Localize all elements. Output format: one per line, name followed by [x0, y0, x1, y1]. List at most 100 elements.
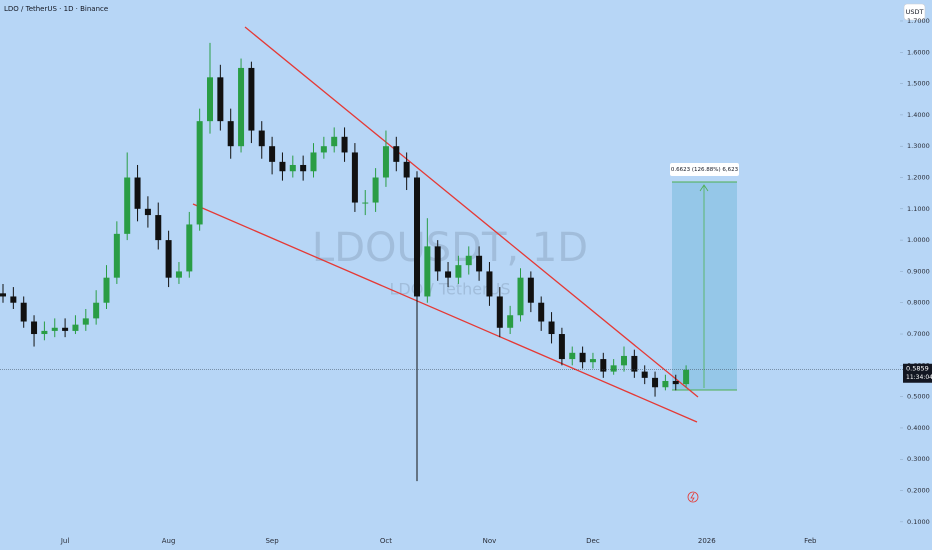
candle-body: [207, 77, 213, 122]
candle-body: [414, 177, 420, 297]
candle-body: [507, 315, 514, 328]
currency-label[interactable]: USDT: [906, 8, 924, 16]
candle-body: [486, 271, 493, 297]
candle-body: [662, 380, 669, 388]
candle-body: [382, 146, 389, 178]
y-tick-label: 0.2000: [907, 487, 930, 495]
candle-body: [300, 164, 307, 172]
candle-body: [238, 67, 245, 147]
candle-body: [517, 277, 524, 316]
candle-body: [289, 164, 296, 172]
candle-body: [258, 130, 265, 147]
candle-body: [320, 146, 327, 153]
candle-body: [10, 296, 17, 303]
candle-body: [579, 352, 586, 363]
axes: 0.10000.20000.30000.40000.50000.60000.70…: [0, 17, 932, 545]
candle-body: [269, 146, 276, 162]
measure-label: 0.6623 (126.88%) 6,623: [671, 167, 739, 173]
candle-body: [465, 255, 472, 266]
price-tag: [903, 363, 932, 383]
candle-body: [175, 271, 182, 278]
candles: [0, 42, 690, 482]
y-tick-label: 0.5000: [907, 393, 930, 401]
candle-body: [134, 177, 141, 209]
y-tick-label: 0.4000: [907, 424, 930, 432]
x-tick-label: Dec: [586, 537, 600, 545]
candle-body: [527, 277, 534, 303]
x-tick-label: Aug: [162, 537, 176, 545]
measure-arrowhead: [699, 184, 709, 192]
candle-body: [248, 67, 255, 131]
candle-body: [569, 352, 576, 360]
candle-body: [600, 359, 607, 372]
candle-body: [434, 246, 441, 272]
candle-body: [0, 293, 6, 297]
candle-body: [476, 255, 483, 272]
event-icon[interactable]: [687, 491, 699, 503]
candle-body: [455, 265, 462, 278]
candle-body: [652, 377, 659, 388]
x-tick-label: Sep: [265, 537, 279, 545]
candle-body: [341, 136, 348, 153]
x-tick-label: Jul: [60, 537, 70, 545]
y-tick-label: 1.0000: [907, 236, 930, 244]
y-tick-label: 1.4000: [907, 111, 930, 119]
candle-body: [393, 146, 400, 162]
lower-trendline: [192, 203, 698, 423]
watermark: LDOUSDT, 1D LDO / TetherUS: [312, 225, 588, 299]
candle-body: [82, 318, 89, 325]
candle-body: [310, 152, 317, 172]
candle-body: [62, 327, 69, 331]
chart-title: LDO / TetherUS · 1D · Binance: [4, 5, 108, 13]
y-tick-label: 0.3000: [907, 455, 930, 463]
y-tick-label: 0.9000: [907, 267, 930, 275]
candle-body: [610, 365, 617, 372]
x-tick-label: 2026: [698, 537, 716, 545]
candle-body: [72, 324, 79, 331]
candle-body: [631, 355, 638, 372]
y-tick-label: 1.1000: [907, 205, 930, 213]
candle-body: [113, 233, 120, 278]
candle-body: [41, 330, 48, 335]
candle-body: [351, 152, 358, 203]
candle-body: [558, 334, 565, 360]
candle-body: [144, 208, 151, 216]
candle-body: [186, 224, 193, 272]
candle-body: [155, 215, 162, 241]
candle-body: [445, 271, 452, 278]
candle-body: [103, 277, 110, 303]
y-tick-label: 0.8000: [907, 299, 930, 307]
candle-body: [31, 321, 38, 335]
x-tick-label: Feb: [804, 537, 817, 545]
event-icon-bolt[interactable]: [690, 492, 695, 502]
y-tick-label: 0.7000: [907, 330, 930, 338]
candle-body: [403, 161, 410, 178]
candle-body: [538, 302, 545, 322]
candle-body: [548, 321, 555, 335]
candle-body: [683, 369, 690, 385]
candle-body: [93, 302, 100, 319]
candle-body: [279, 161, 286, 172]
x-tick-label: Oct: [380, 537, 392, 545]
y-tick-label: 1.3000: [907, 142, 930, 150]
candle-body: [372, 177, 379, 203]
candle-body: [124, 177, 131, 234]
y-tick-label: 1.7000: [907, 17, 930, 25]
candle-body: [496, 296, 503, 328]
y-tick-label: 1.6000: [907, 48, 930, 56]
y-tick-label: 1.5000: [907, 80, 930, 88]
price-tag-value: 0.5859: [906, 365, 929, 373]
upper-trendline: [244, 26, 699, 398]
candle-body: [217, 77, 224, 122]
candle-body: [362, 202, 369, 204]
candle-body: [165, 240, 172, 278]
candle-body: [589, 359, 596, 363]
watermark-symbol: LDOUSDT, 1D: [312, 225, 588, 271]
candle-body: [51, 327, 58, 331]
measure-label-box: [670, 163, 739, 176]
currency-box[interactable]: [903, 3, 926, 21]
candle-body: [227, 121, 234, 147]
